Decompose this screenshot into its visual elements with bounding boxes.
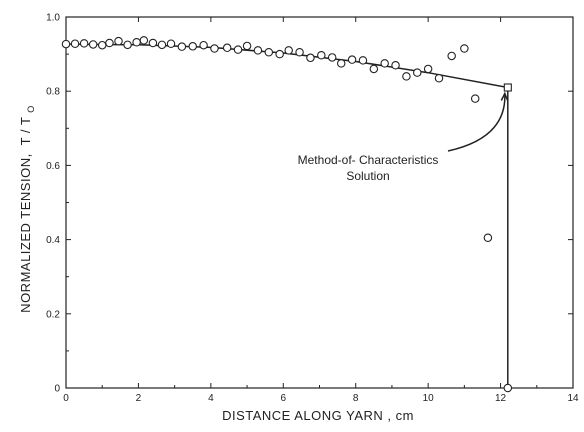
y-tick-label: 0.4: [46, 235, 60, 246]
solution-end-marker: [503, 83, 512, 92]
data-point: [369, 64, 379, 74]
data-point: [391, 60, 400, 70]
data-point: [114, 36, 123, 46]
data-point: [233, 45, 243, 54]
data-point: [123, 40, 132, 50]
y-axis-title-den-sub: O: [26, 105, 36, 113]
data-point: [295, 47, 304, 57]
data-point: [105, 38, 114, 48]
x-tick-label: 6: [281, 393, 287, 404]
data-point: [317, 50, 326, 60]
data-point: [284, 46, 293, 55]
y-tick-label: 0.6: [46, 161, 60, 172]
x-tick-label: 10: [423, 393, 435, 404]
x-tick-label: 14: [567, 393, 579, 404]
data-point: [470, 94, 480, 103]
plot-area: [61, 36, 513, 393]
data-point: [132, 37, 141, 47]
data-point: [380, 59, 389, 68]
x-tick-label: 8: [353, 393, 359, 404]
data-point: [336, 59, 346, 68]
annotation-arrow: [447, 93, 506, 152]
y-axis-title-main: NORMALIZED TENSION,: [18, 153, 33, 313]
data-point: [402, 72, 411, 81]
plot-frame: [65, 16, 574, 389]
data-point: [253, 46, 263, 55]
data-point: [97, 40, 107, 50]
data-point: [157, 40, 167, 50]
data-point: [61, 39, 71, 49]
data-point: [264, 47, 274, 57]
data-point: [70, 39, 80, 48]
data-point: [148, 38, 158, 48]
y-axis-title-den: T: [18, 117, 33, 125]
data-point: [275, 49, 284, 59]
svg-text:NORMALIZED TENSION, T: NORMALIZED TENSION, T / T O: [18, 105, 36, 313]
y-tick-label: 0: [54, 384, 60, 395]
data-point: [423, 64, 433, 74]
data-point: [166, 39, 176, 48]
y-tick-label: 0.2: [46, 309, 60, 320]
data-point: [503, 383, 513, 393]
data-point: [139, 36, 149, 45]
data-point: [413, 68, 422, 77]
data-point: [188, 42, 198, 51]
y-axis-title-slash: /: [18, 129, 33, 133]
data-point: [434, 73, 444, 83]
x-tick-label: 2: [136, 393, 142, 404]
data-point: [327, 53, 337, 62]
data-point: [210, 44, 219, 53]
data-point: [460, 44, 469, 53]
data-point: [177, 42, 187, 51]
y-axis-title-num: T: [18, 137, 33, 145]
x-tick-label: 4: [208, 393, 214, 404]
y-tick-label: 1.0: [46, 13, 60, 24]
solution-curve: [65, 43, 509, 388]
data-point: [242, 41, 252, 51]
y-tick-label: 0.8: [46, 87, 60, 98]
x-tick-label: 12: [495, 393, 507, 404]
data-point: [306, 53, 315, 63]
data-point: [199, 40, 208, 50]
data-point: [358, 56, 368, 65]
x-axis-title: DISTANCE ALONG YARN , cm: [222, 408, 414, 423]
annotation-arrowhead: [500, 91, 509, 102]
annotations: Method-of- Characteristics Solution: [298, 91, 509, 183]
data-point: [483, 233, 493, 242]
data-point: [79, 39, 89, 48]
axes: 0 2 4 6 8 10 12 14 0 0.2 0.4 0.6 0.8 1.0: [46, 13, 579, 405]
annotation-label: Solution: [346, 169, 389, 183]
x-tick-label: 0: [63, 393, 69, 404]
data-point: [347, 55, 357, 64]
data-point: [447, 51, 456, 61]
data-point: [88, 40, 98, 49]
data-point: [222, 43, 232, 53]
annotation-label: Method-of- Characteristics: [298, 153, 439, 167]
y-axis-title: NORMALIZED TENSION, T / T O: [18, 105, 36, 313]
